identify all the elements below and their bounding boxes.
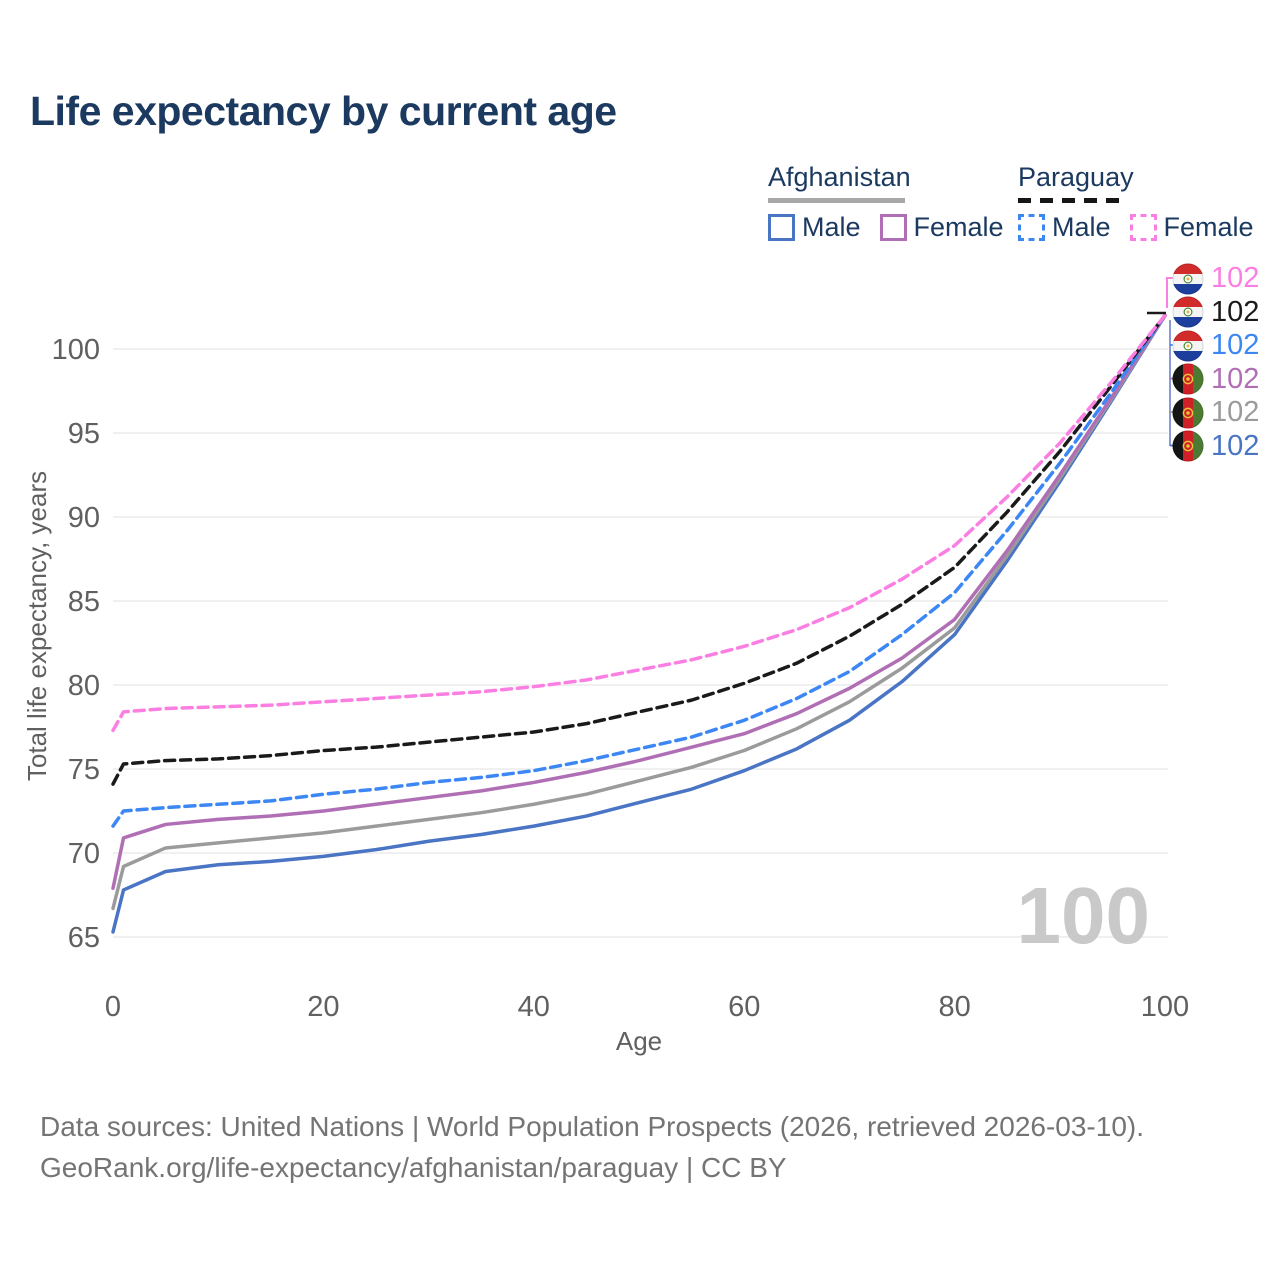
afghanistan-flag-icon [1172,363,1204,395]
series-line-afghanistan-both-sexes[interactable] [111,313,1167,911]
y-tick-label-100: 100 [52,334,100,366]
series-line-afghanistan-female[interactable] [111,313,1167,891]
x-tick-label-60: 60 [728,991,760,1023]
end-label-paraguay-female[interactable]: 102 [1172,262,1259,295]
footer: Data sources: United Nations | World Pop… [40,1106,1144,1188]
legend-label-afghanistan-female: Female [913,212,1004,242]
y-tick-label-75: 75 [68,754,100,786]
footer-sources: Data sources: United Nations | World Pop… [40,1111,1145,1142]
legend-item-paraguay-female[interactable]: Female [1129,212,1254,243]
legend-swatch-paraguay-female [1129,214,1157,241]
end-label-paraguay-both-sexes[interactable]: 102 [1172,296,1259,329]
series-line-paraguay-both-sexes[interactable] [111,313,1167,786]
end-label-value: 102 [1211,262,1260,294]
x-tick-label-20: 20 [307,991,339,1023]
series-line-paraguay-male[interactable] [111,313,1167,828]
paraguay-flag-icon [1172,330,1204,361]
legend-linestyle-solid-sample [768,198,905,203]
legend-item-afghanistan-female[interactable]: Female [879,212,1004,243]
x-axis-title: Age [616,1026,662,1056]
end-label-value: 102 [1211,329,1260,361]
end-label-value: 102 [1211,396,1260,428]
end-label-value: 102 [1211,362,1260,395]
x-tick-label-40: 40 [518,991,550,1023]
series-line-afghanistan-male[interactable] [111,313,1167,934]
afghanistan-flag-icon [1172,430,1204,462]
legend-swatch-afghanistan-female [879,214,907,241]
footer-attribution: GeoRank.org/life-expectancy/afghanistan/… [40,1152,787,1183]
legend-country-afghanistan[interactable]: Afghanistan [768,162,911,192]
x-tick-label-100: 100 [1141,991,1189,1023]
legend-group-paraguay: Paraguay Male Female [1018,162,1254,243]
end-label-afghanistan-female[interactable]: 102 [1172,363,1259,396]
end-label-value: 102 [1211,429,1260,462]
legend-label-afghanistan-male: Male [802,212,861,242]
y-axis-title: Total life expectancy, years [22,471,52,781]
y-tick-label-90: 90 [68,502,100,534]
x-tick-label-0: 0 [105,991,121,1023]
legend-linestyle-dashed-sample [1018,198,1125,203]
age-watermark: 100 [1017,871,1150,960]
y-tick-label-85: 85 [68,586,100,618]
legend-item-afghanistan-male[interactable]: Male [768,212,861,243]
legend-group-afghanistan: Afghanistan Male Female [768,162,1004,243]
legend-swatch-paraguay-male [1018,214,1045,241]
end-label-paraguay-male[interactable]: 102 [1172,329,1259,362]
y-tick-label-65: 65 [68,922,100,954]
paraguay-flag-icon [1172,296,1204,328]
end-label-afghanistan-both-sexes[interactable]: 102 [1172,396,1259,429]
x-tick-label-80: 80 [938,991,970,1023]
legend-country-paraguay[interactable]: Paraguay [1018,162,1134,192]
y-tick-label-70: 70 [68,838,100,870]
legend-item-paraguay-male[interactable]: Male [1018,212,1111,243]
legend-swatch-afghanistan-male [768,214,795,241]
y-tick-label-80: 80 [68,670,100,702]
legend-label-paraguay-male: Male [1052,212,1111,242]
afghanistan-flag-icon [1172,397,1204,428]
paraguay-flag-icon [1172,263,1204,294]
end-label-value: 102 [1211,295,1260,328]
legend-label-paraguay-female: Female [1163,212,1254,242]
y-tick-label-95: 95 [68,418,100,450]
series-line-paraguay-female[interactable] [111,313,1167,733]
page-title: Life expectancy by current age [30,88,617,134]
end-label-afghanistan-male[interactable]: 102 [1172,430,1259,463]
